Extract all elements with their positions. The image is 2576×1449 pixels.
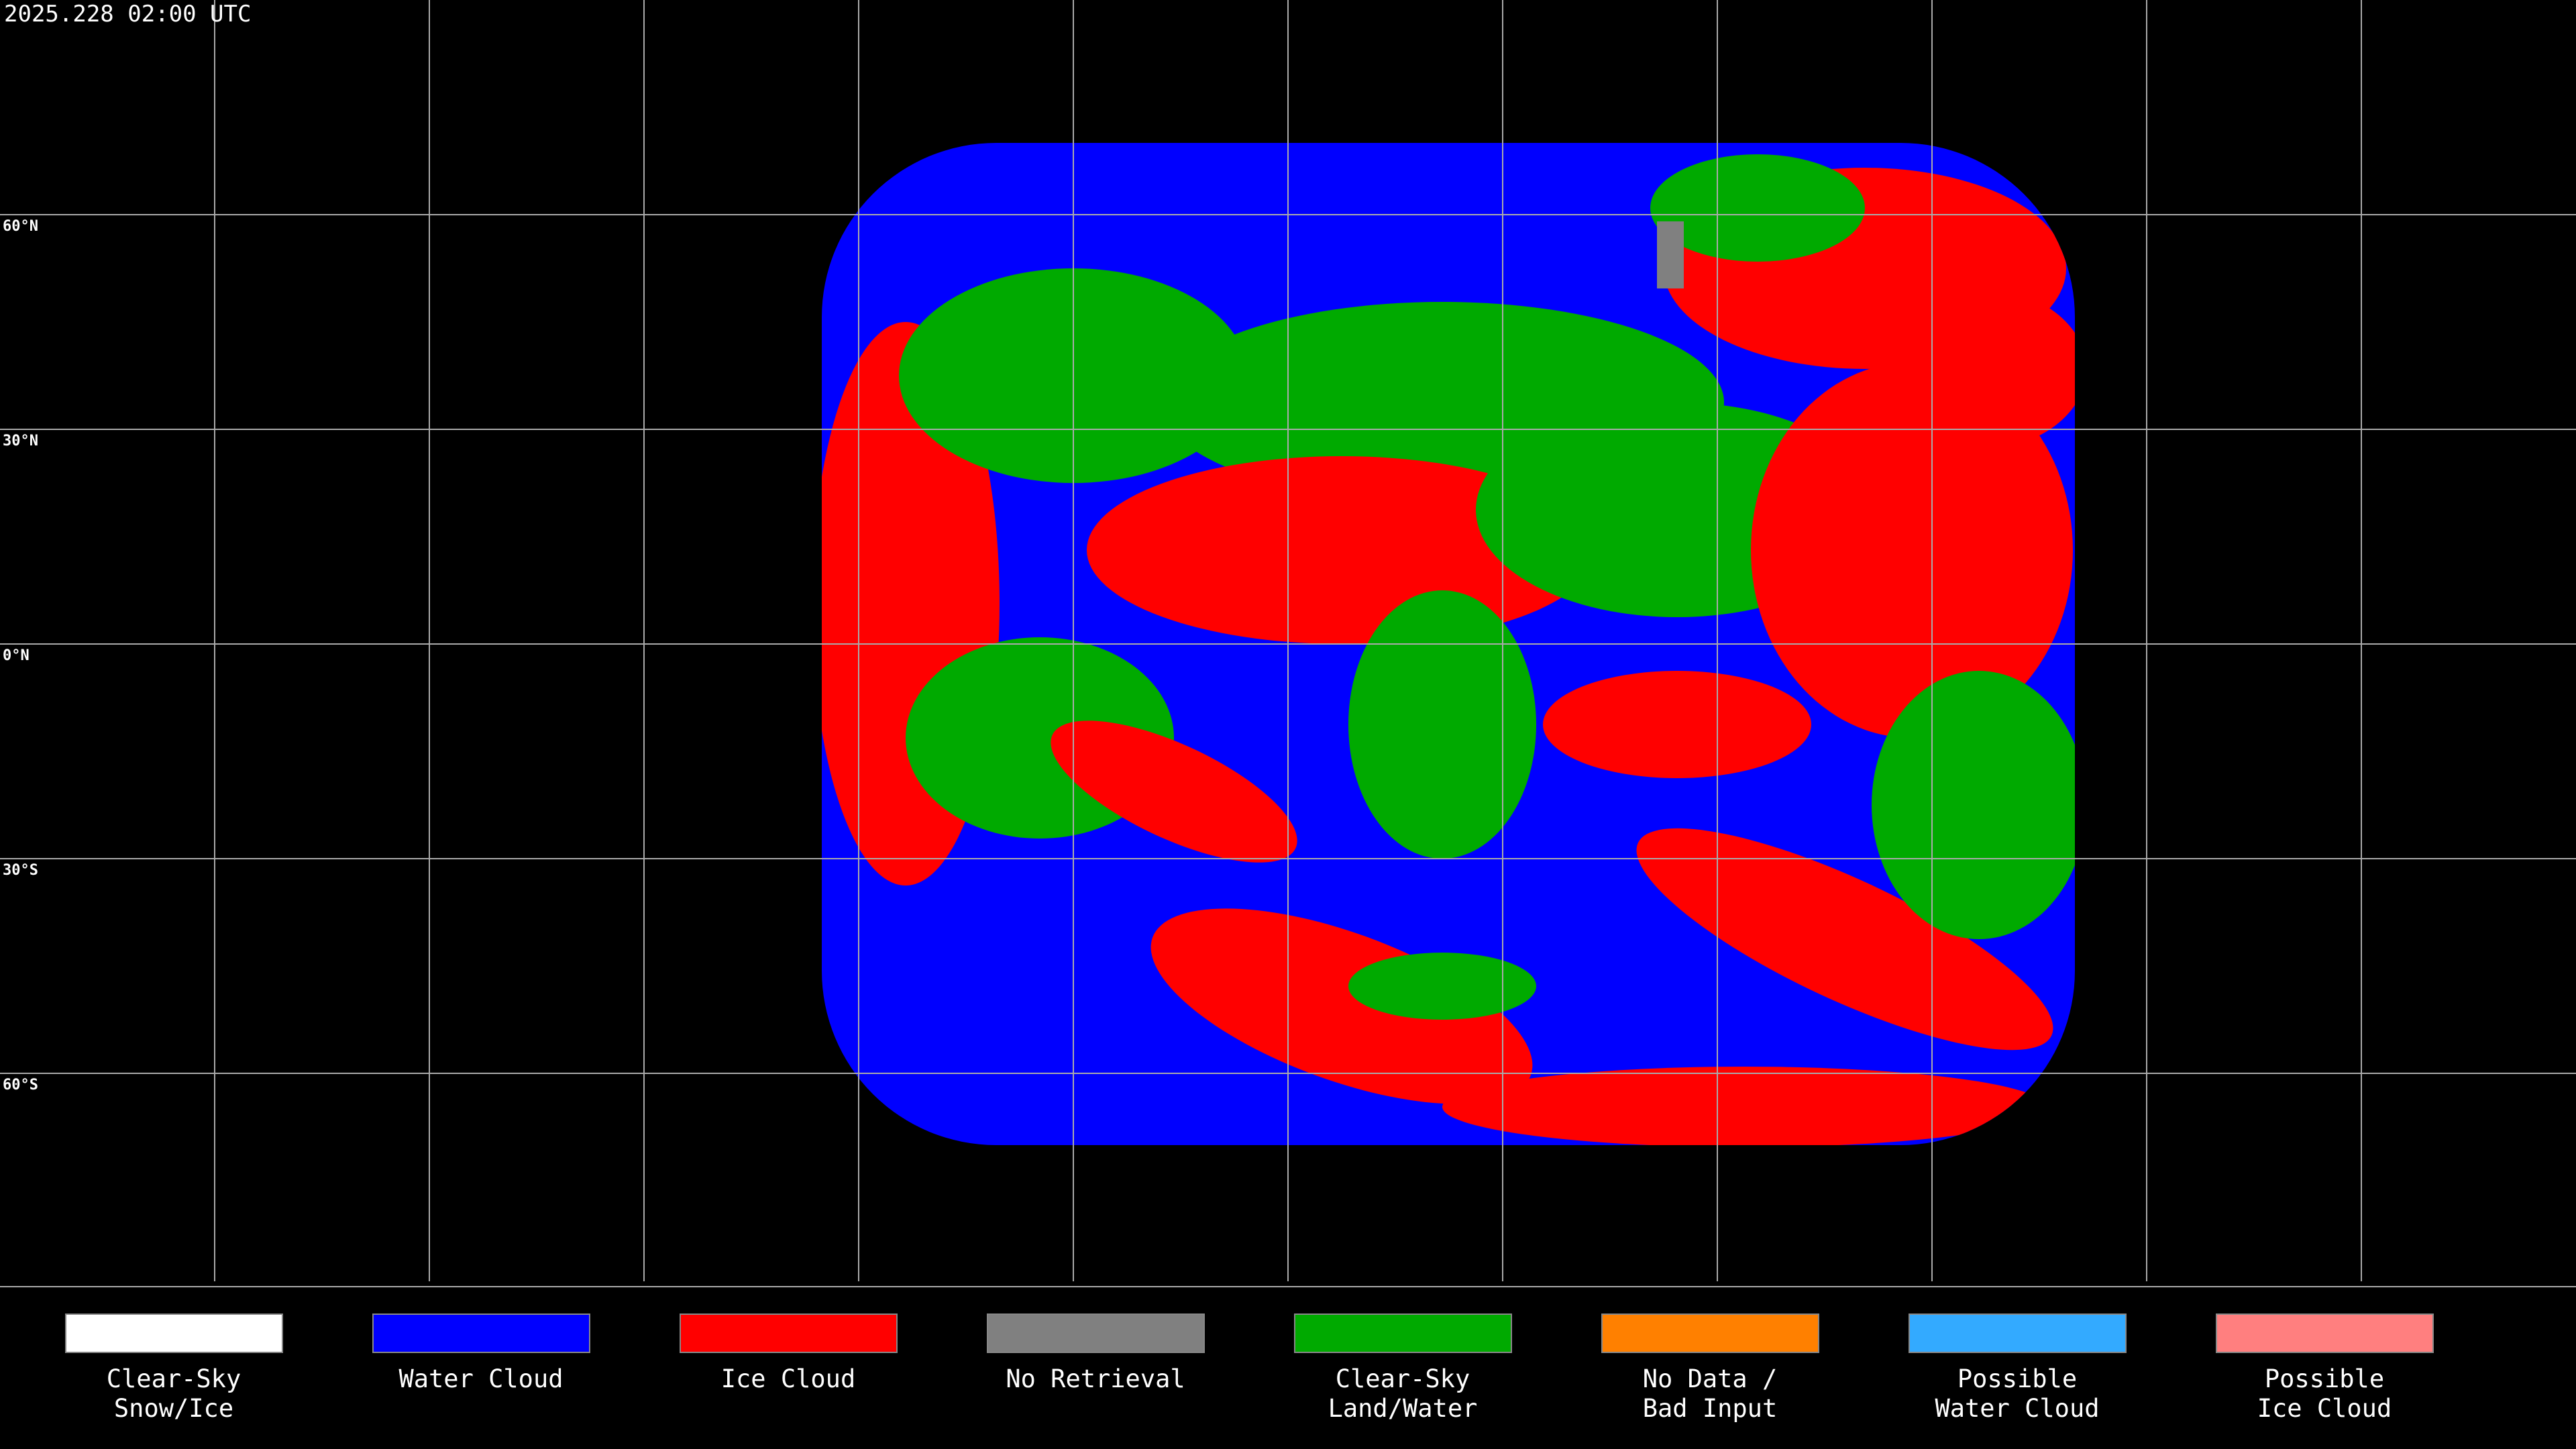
- graticule: [0, 0, 2576, 1287]
- legend-swatch: [65, 1313, 283, 1353]
- latitude-label: 30°N: [3, 433, 38, 449]
- legend-swatch: [1601, 1313, 1819, 1353]
- legend-label: Snow/Ice: [114, 1394, 233, 1423]
- legend-label: No Retrieval: [1006, 1364, 1185, 1393]
- legend-label: Ice Cloud: [721, 1364, 855, 1393]
- legend-swatch: [987, 1313, 1205, 1353]
- legend-swatch: [1294, 1313, 1512, 1353]
- legend-label: Water Cloud: [398, 1364, 563, 1393]
- legend-label: Ice Cloud: [2257, 1394, 2392, 1423]
- latitude-label: 60°N: [3, 218, 38, 235]
- timestamp: 2025.228 02:00 UTC: [4, 1, 251, 28]
- latitude-labels: 60°N 30°N 0°N 30°S 60°S: [3, 218, 38, 1093]
- legend-label: Land/Water: [1328, 1394, 1478, 1423]
- legend-swatch: [680, 1313, 898, 1353]
- legend-label: Water Cloud: [1935, 1394, 2099, 1423]
- legend-label: Possible: [2265, 1364, 2384, 1393]
- latitude-label: 0°N: [3, 647, 30, 664]
- legend-swatch: [372, 1313, 590, 1353]
- latitude-label: 30°S: [3, 862, 38, 879]
- legend-label: Possible: [1957, 1364, 2077, 1393]
- latitude-label: 60°S: [3, 1077, 38, 1093]
- legend-swatch: [1909, 1313, 2127, 1353]
- legend-label: Bad Input: [1643, 1394, 1777, 1423]
- legend-label: No Data /: [1643, 1364, 1777, 1393]
- legend-label: Clear-Sky: [1336, 1364, 1470, 1393]
- legend-swatch: [2216, 1313, 2434, 1353]
- cloud-imagery: [822, 143, 2075, 1145]
- legend-label: Clear-Sky: [107, 1364, 241, 1393]
